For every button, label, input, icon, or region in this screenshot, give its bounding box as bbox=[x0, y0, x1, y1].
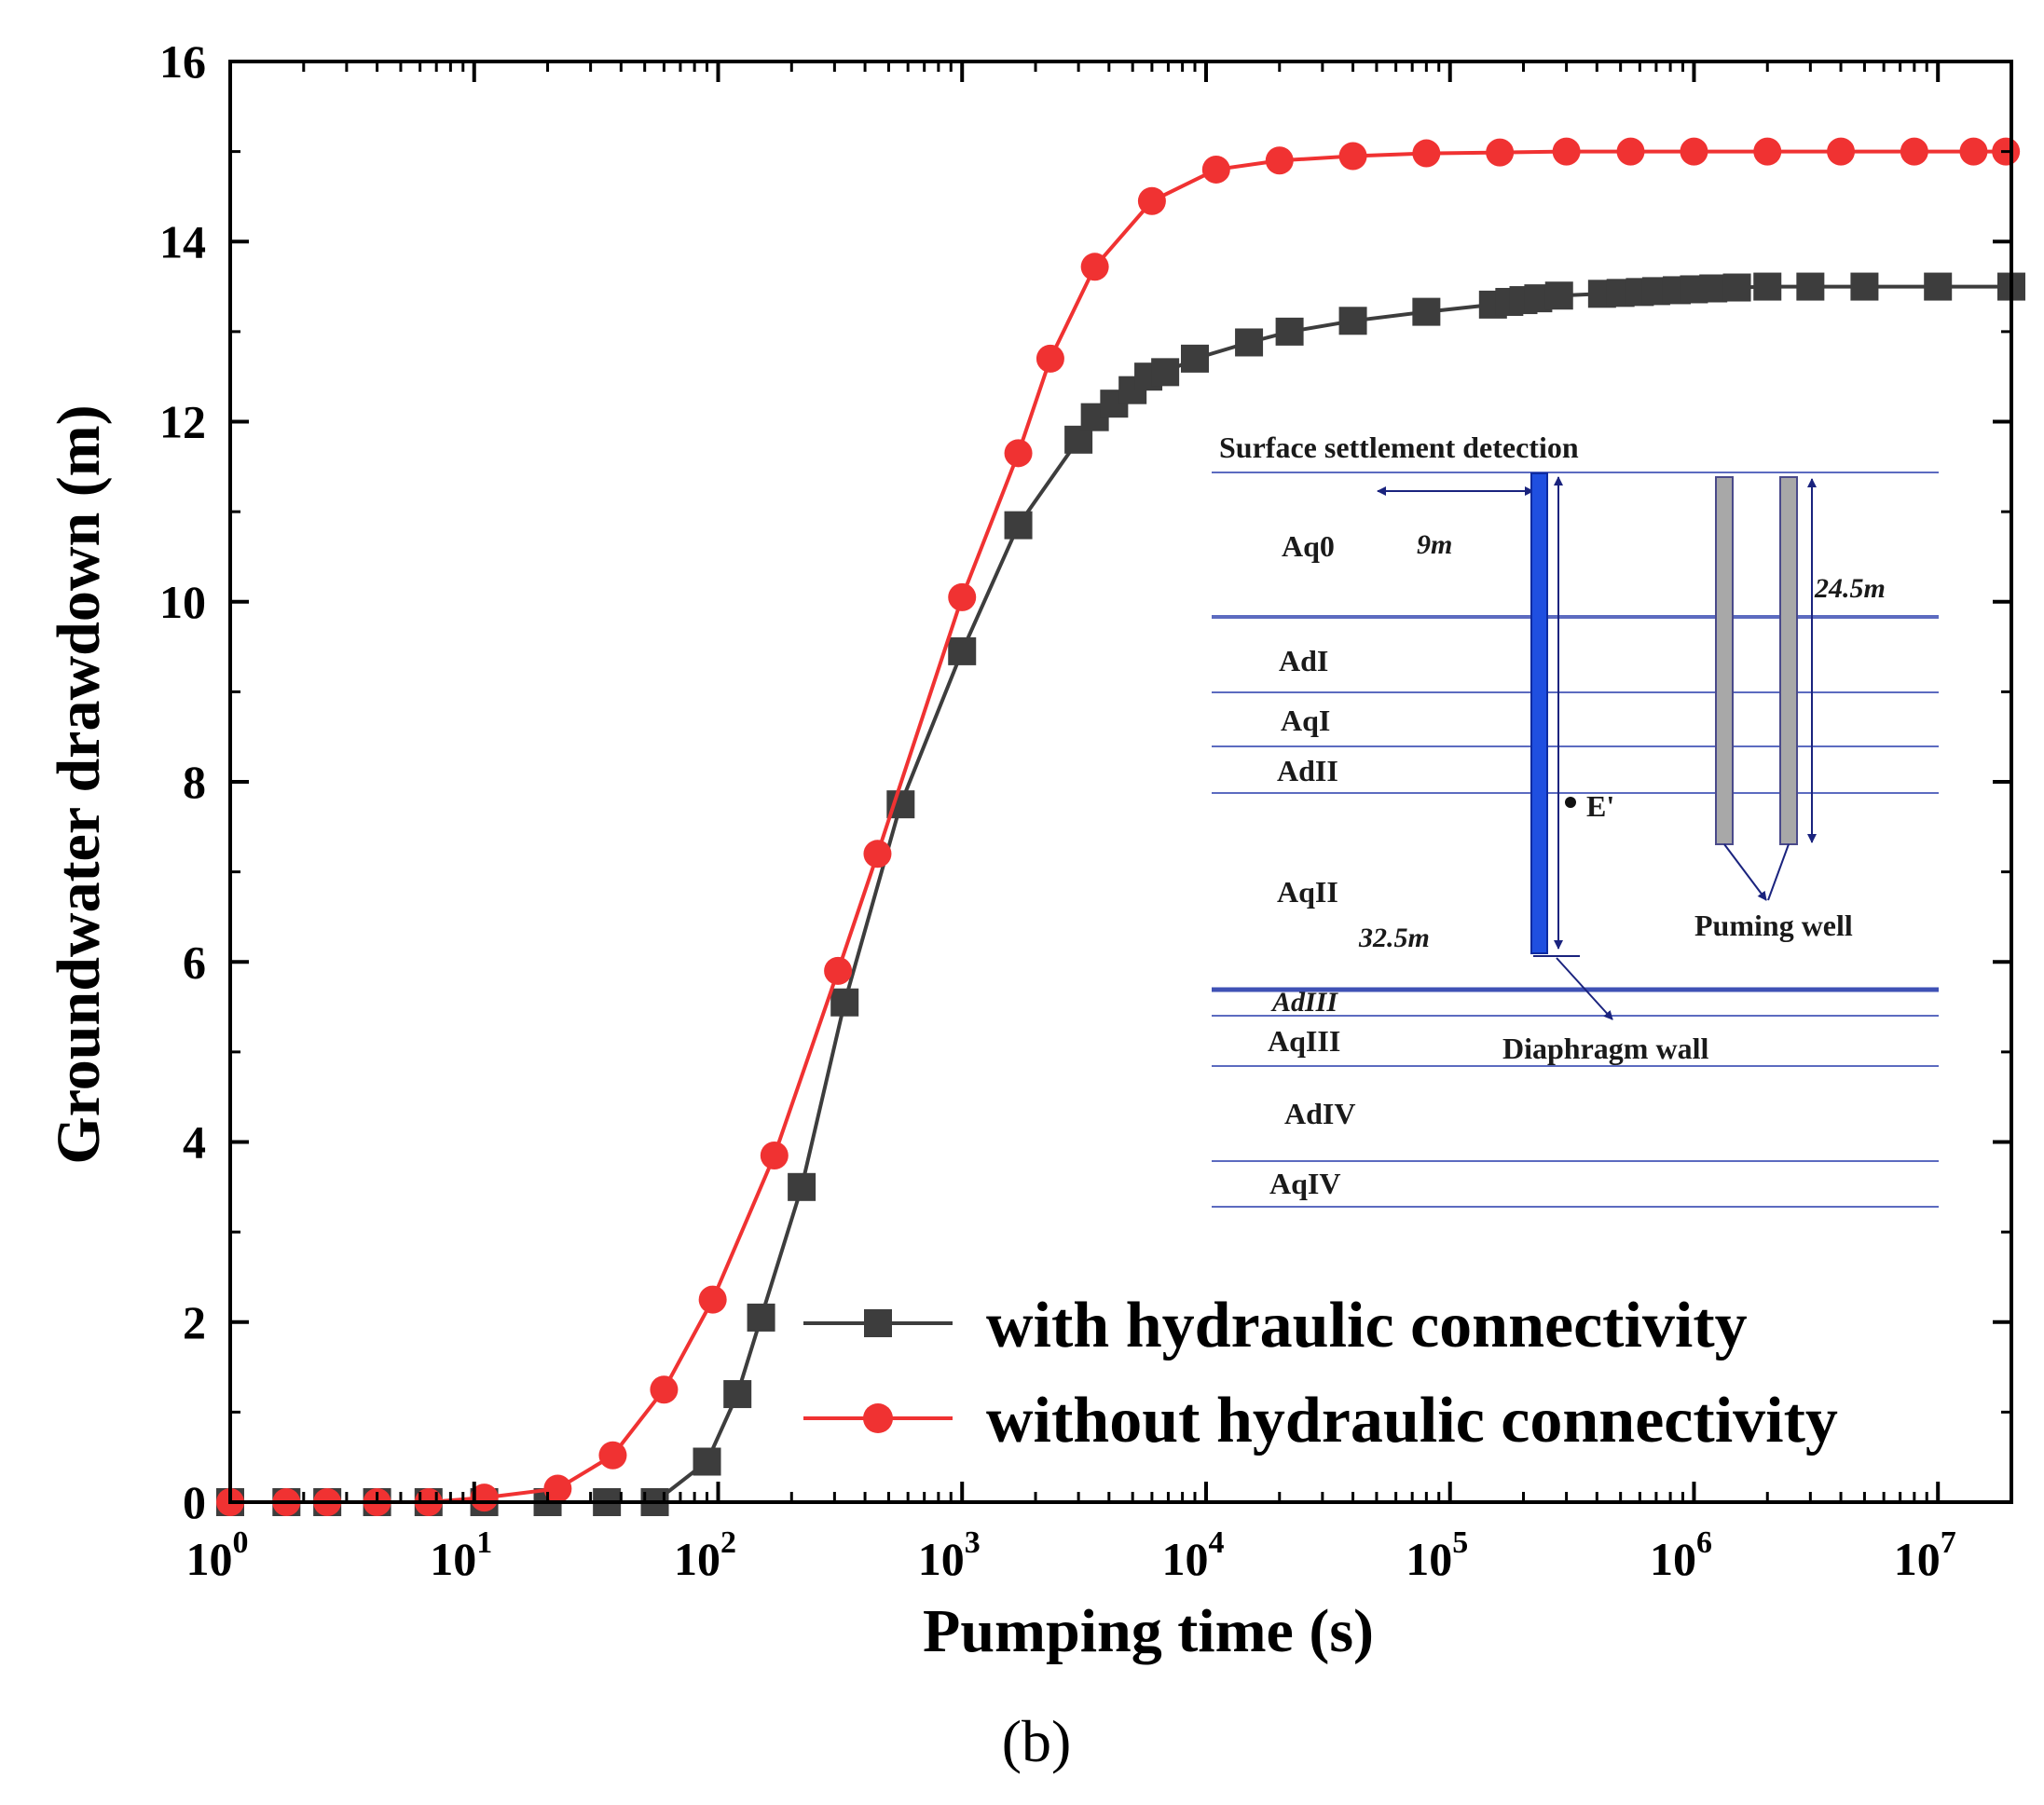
data-point-circle bbox=[1265, 146, 1294, 175]
well-pointer-2 bbox=[1767, 843, 1790, 901]
x-axis-title: Pumping time (s) bbox=[923, 1597, 1374, 1665]
legend: with hydraulic connectivity without hydr… bbox=[803, 1290, 1838, 1456]
site-inset-diagram: Surface settlement detection Aq0 AdI AqI… bbox=[1212, 431, 1939, 1208]
layer-label-aqiii: AqIII bbox=[1268, 1024, 1340, 1058]
data-point-circle bbox=[863, 840, 892, 868]
y-tick-label: 0 bbox=[183, 1476, 206, 1528]
data-point-square bbox=[830, 988, 859, 1017]
dimension-32-5m-label: 32.5m bbox=[1358, 923, 1430, 953]
inset-layer-boundaries bbox=[1212, 472, 1939, 1208]
wall-pointer bbox=[1556, 957, 1613, 1020]
layer-label-aqiv: AqIV bbox=[1269, 1167, 1340, 1200]
pumping-well-2 bbox=[1779, 476, 1798, 845]
data-point-circle bbox=[1486, 138, 1515, 167]
inset-title: Surface settlement detection bbox=[1219, 431, 1579, 464]
pumping-well-label: Puming well bbox=[1694, 909, 1853, 942]
legend-marker-with bbox=[864, 1309, 892, 1337]
y-axis-title: Groundwater drawdown (m) bbox=[45, 404, 113, 1164]
y-tick-label: 14 bbox=[159, 215, 206, 267]
data-point-circle bbox=[1616, 137, 1645, 166]
legend-label-without: without hydraulic connectivity bbox=[986, 1385, 1838, 1456]
data-point-circle bbox=[543, 1474, 572, 1503]
x-tick-label: 103 bbox=[918, 1525, 981, 1585]
x-tick-label: 104 bbox=[1161, 1525, 1224, 1585]
point-e-marker bbox=[1565, 797, 1576, 808]
y-tick-label: 12 bbox=[159, 396, 206, 448]
x-tick-label: 101 bbox=[430, 1525, 492, 1585]
x-tick-label: 105 bbox=[1406, 1525, 1468, 1585]
diaphragm-wall-label: Diaphragm wall bbox=[1502, 1032, 1708, 1065]
data-point-square bbox=[1275, 317, 1304, 346]
data-point-square bbox=[1544, 281, 1573, 310]
figure-caption: (b) bbox=[1002, 1708, 1072, 1774]
data-point-square bbox=[723, 1380, 752, 1409]
data-point-circle bbox=[760, 1141, 789, 1169]
data-point-square bbox=[1338, 307, 1367, 335]
data-point-circle bbox=[1412, 139, 1441, 168]
data-point-circle bbox=[470, 1484, 499, 1512]
data-point-square bbox=[693, 1447, 721, 1476]
layer-label-adii: AdII bbox=[1277, 754, 1338, 787]
data-point-square bbox=[1722, 273, 1751, 302]
data-point-square bbox=[948, 636, 977, 665]
inset-layer-labels: Aq0 AdI AqI AdII AqII AdIII AqIII AdIV A… bbox=[1268, 529, 1355, 1200]
x-tick-label: 107 bbox=[1894, 1525, 1956, 1585]
data-point-circle bbox=[1137, 186, 1166, 215]
y-tick-label: 6 bbox=[183, 936, 206, 988]
layer-label-adi: AdI bbox=[1279, 644, 1328, 677]
data-point-square bbox=[1180, 344, 1209, 373]
data-point-circle bbox=[1680, 137, 1708, 166]
x-tick-label: 106 bbox=[1650, 1525, 1712, 1585]
dimension-9m-label: 9m bbox=[1417, 529, 1452, 560]
data-point-square bbox=[1412, 297, 1441, 326]
legend-label-with: with hydraulic connectivity bbox=[986, 1290, 1748, 1361]
well-pointer-1 bbox=[1723, 843, 1767, 901]
data-point-square bbox=[788, 1172, 816, 1201]
data-point-square bbox=[1151, 358, 1180, 387]
data-point-square bbox=[1753, 272, 1782, 301]
data-point-circle bbox=[1080, 253, 1109, 281]
point-e-label: E' bbox=[1586, 789, 1614, 823]
data-point-circle bbox=[650, 1375, 679, 1404]
data-point-circle bbox=[1827, 137, 1856, 166]
data-point-circle bbox=[1900, 137, 1928, 166]
data-point-square bbox=[1004, 511, 1033, 540]
data-point-circle bbox=[1552, 137, 1581, 166]
data-point-circle bbox=[824, 956, 853, 985]
axes: 0 2 4 6 8 10 12 14 16 100 101 102 103 104 105 106 107 bbox=[159, 35, 2013, 1585]
pumping-well-1 bbox=[1715, 476, 1734, 845]
data-point-square bbox=[747, 1303, 775, 1332]
data-point-square bbox=[1699, 274, 1728, 303]
data-point-circle bbox=[1201, 155, 1230, 184]
layer-label-adiii: AdIII bbox=[1270, 987, 1338, 1018]
layer-label-aq0: Aq0 bbox=[1282, 529, 1335, 563]
data-point-circle bbox=[598, 1441, 627, 1470]
layer-label-aqi: AqI bbox=[1281, 704, 1330, 737]
data-point-square bbox=[1235, 328, 1264, 357]
diaphragm-wall bbox=[1530, 472, 1548, 954]
x-tick-label: 100 bbox=[186, 1525, 249, 1585]
data-point-circle bbox=[1753, 137, 1782, 166]
data-point-circle bbox=[1036, 344, 1064, 373]
legend-marker-without bbox=[863, 1403, 893, 1433]
data-point-circle bbox=[698, 1285, 727, 1314]
data-point-circle bbox=[1959, 137, 1988, 166]
data-point-circle bbox=[948, 582, 977, 611]
data-point-square bbox=[1924, 272, 1953, 301]
y-tick-label: 10 bbox=[159, 576, 206, 628]
data-point-square bbox=[1796, 272, 1825, 301]
y-tick-label: 8 bbox=[183, 756, 206, 808]
layer-label-aqii: AqII bbox=[1277, 875, 1338, 909]
data-point-circle bbox=[1338, 142, 1367, 171]
y-tick-label: 16 bbox=[159, 35, 206, 88]
x-tick-label: 102 bbox=[674, 1525, 736, 1585]
layer-label-adiv: AdIV bbox=[1284, 1097, 1355, 1130]
y-tick-label: 2 bbox=[183, 1296, 206, 1348]
y-tick-label: 4 bbox=[183, 1116, 206, 1169]
data-point-circle bbox=[1004, 439, 1033, 468]
dimension-24-5m-label: 24.5m bbox=[1814, 573, 1886, 604]
data-point-square bbox=[1850, 272, 1879, 301]
